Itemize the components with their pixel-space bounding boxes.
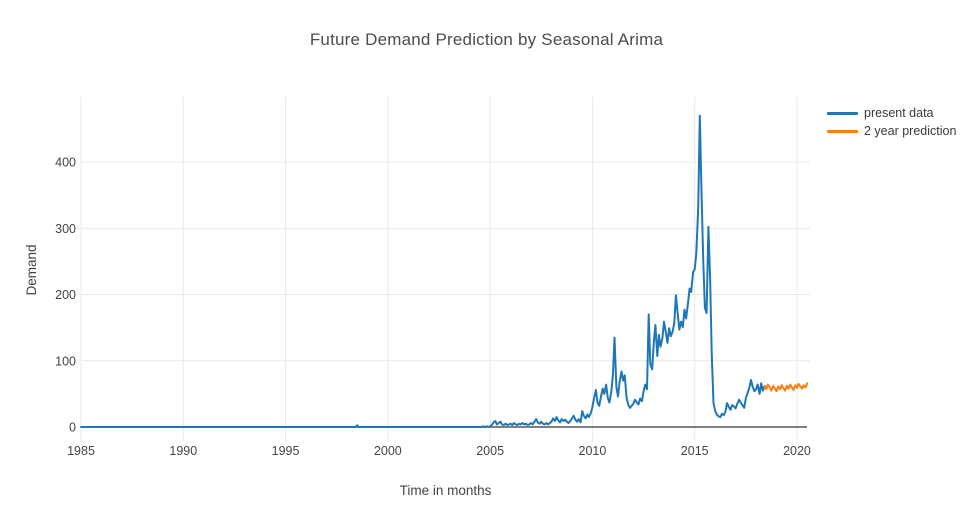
x-tick-label: 2005 [476,444,504,458]
y-axis-title-text: Demand [24,244,39,296]
x-tick-label: 2015 [681,444,709,458]
x-tick-label: 1995 [272,444,300,458]
present-data-line [80,114,766,428]
legend: present data 2 year prediction [827,104,956,140]
prediction-line-swatch [827,129,858,133]
y-tick-label: 0 [69,421,76,435]
x-axis-title: Time in months [399,483,492,498]
present-data-line-swatch [827,111,858,115]
chart-title-text: Future Demand Prediction by Seasonal Ari… [309,30,664,49]
prediction-line [763,382,809,393]
x-tick-label: 1985 [67,444,95,458]
y-tick-label: 200 [55,288,76,302]
x-tick-label: 1990 [169,444,197,458]
legend-item-2-year-prediction[interactable]: 2 year prediction [827,122,956,140]
y-tick-label: 300 [55,222,76,236]
y-tick-label: 400 [55,156,76,170]
x-tick-label: 2020 [783,444,811,458]
y-tick-label: 100 [55,354,76,368]
x-tick-label: 2010 [579,444,607,458]
x-tick-label: 2000 [374,444,402,458]
chart-title: Future Demand Prediction by Seasonal Ari… [0,30,975,50]
legend-label-2-year-prediction: 2 year prediction [864,124,957,138]
legend-item-present-data[interactable]: present data [827,104,956,122]
legend-label-present-data: present data [864,106,934,120]
